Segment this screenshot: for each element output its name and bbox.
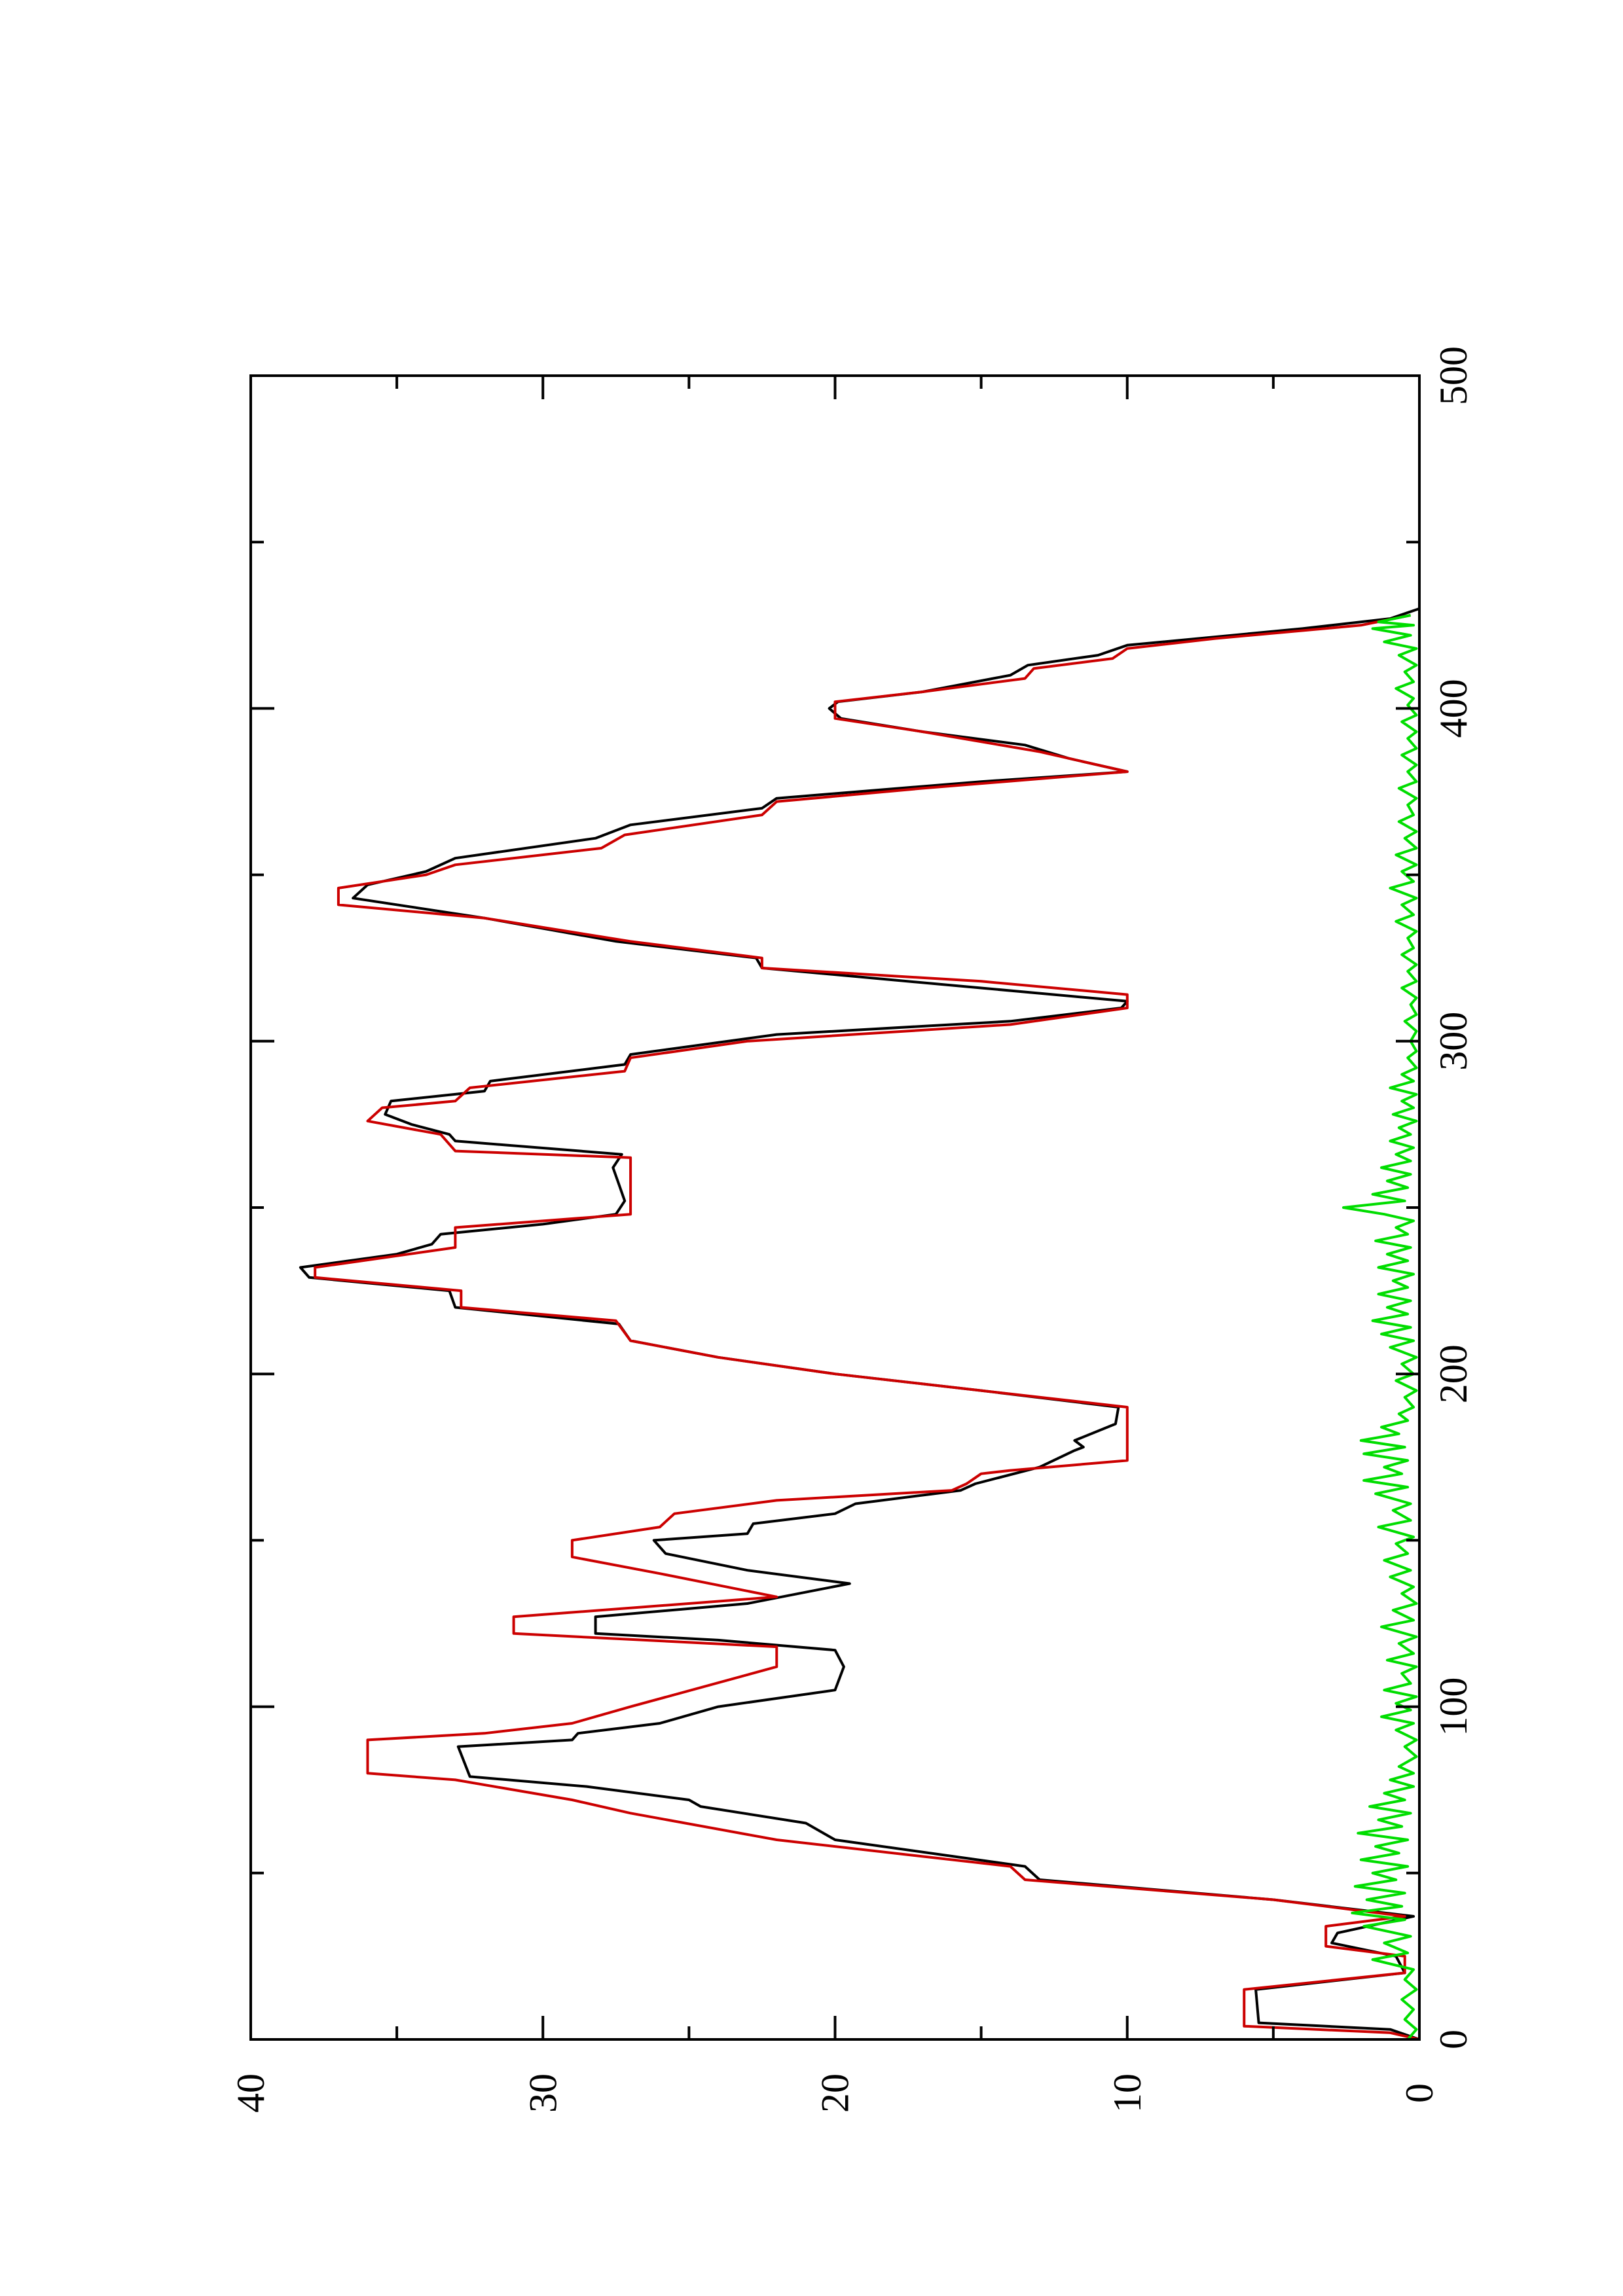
- x-tick-label: 0: [1432, 2030, 1475, 2049]
- plot-frame: [249, 374, 1421, 2041]
- y-tick-label: 0: [1398, 2083, 1441, 2103]
- axis-ticks: [249, 374, 1421, 2041]
- tick-labels: 0 100 200 300 400 500 0 10 20 30 40: [229, 346, 1475, 2113]
- x-tick-label: 200: [1432, 1344, 1475, 1403]
- y-tick-label: 20: [814, 2073, 857, 2113]
- series-layer: [299, 607, 1420, 2041]
- x-tick-label: 500: [1432, 346, 1475, 405]
- y-tick-label: 10: [1106, 2073, 1149, 2113]
- x-tick-label: 300: [1432, 1012, 1475, 1071]
- x-tick-label: 400: [1432, 679, 1475, 738]
- x-tick-label: 100: [1432, 1677, 1475, 1736]
- y-tick-label: 30: [521, 2073, 564, 2113]
- red-series-line: [314, 614, 1420, 2041]
- black-series-line: [299, 607, 1420, 2041]
- green-series-line: [1342, 614, 1418, 2041]
- y-tick-label: 40: [229, 2073, 272, 2113]
